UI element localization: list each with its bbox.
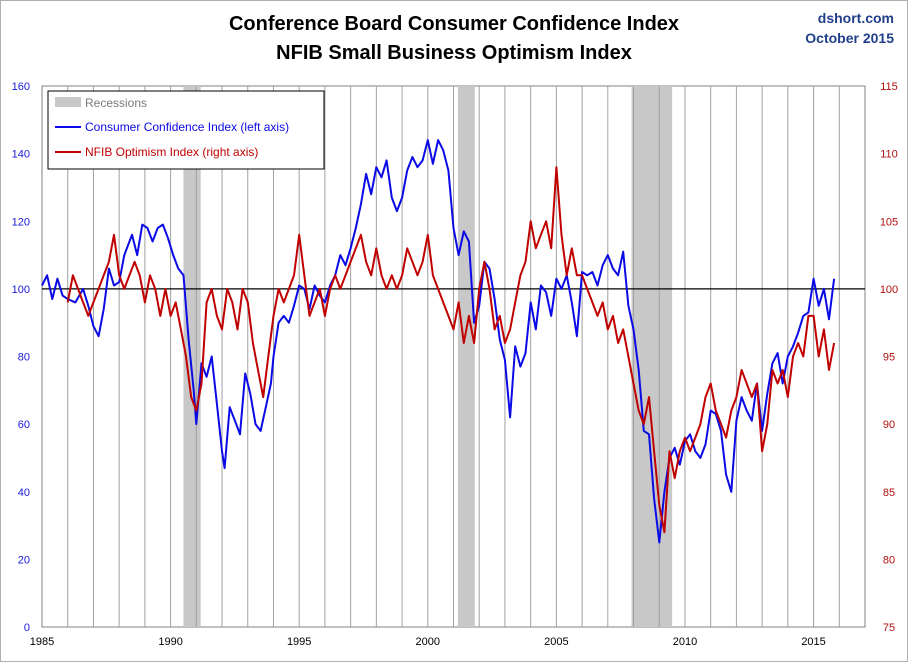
date-credit: October 2015 [805,30,894,46]
left-tick-label: 140 [12,149,30,161]
x-tick-label: 2015 [801,636,825,648]
consumer-confidence-line [41,139,836,544]
chart-title-line-1: Conference Board Consumer Confidence Ind… [228,13,680,35]
right-tick-label: 110 [880,149,898,161]
right-tick-label: 100 [880,284,898,296]
chart-title-line-2: NFIB Small Business Optimism Index [276,42,632,64]
x-tick-label: 2010 [673,636,697,648]
x-axis-ticks: 1985 1990 1995 2000 2005 2010 2015 [30,636,826,648]
legend-box [47,90,325,170]
left-axis-ticks: 0 20 40 60 80 100 120 140 160 [12,81,30,634]
legend: Recessions Consumer Confidence Index (le… [47,90,325,170]
left-tick-label: 20 [18,554,30,566]
x-tick-label: 1995 [287,636,311,648]
right-tick-label: 85 [883,487,895,499]
x-tick-label: 1985 [30,636,54,648]
right-tick-label: 115 [880,81,898,93]
legend-label-recessions: Recessions [85,96,147,110]
left-tick-label: 80 [18,352,30,364]
x-tick-label: 2005 [544,636,568,648]
recession-band-3 [631,86,673,627]
legend-label-consumer-confidence: Consumer Confidence Index (left axis) [85,120,289,134]
vertical-gridlines [67,86,840,627]
right-tick-label: 95 [883,352,895,364]
left-tick-label: 60 [18,419,30,431]
left-tick-label: 0 [24,622,30,634]
x-tick-label: 2000 [416,636,440,648]
right-tick-label: 80 [883,554,895,566]
x-tick-label: 1990 [158,636,182,648]
right-tick-label: 90 [883,419,895,431]
left-tick-label: 120 [12,216,30,228]
left-tick-label: 160 [12,81,30,93]
source-credit: dshort.com [817,10,894,26]
nfib-optimism-line [66,166,836,534]
recession-band-2 [457,86,475,627]
right-axis-ticks: 75 80 85 90 95 100 105 110 115 [880,81,898,634]
right-tick-label: 105 [880,216,898,228]
left-tick-label: 100 [12,284,30,296]
legend-swatch-recessions [55,97,81,107]
right-tick-label: 75 [883,622,895,634]
series-lines [41,139,836,544]
legend-label-nfib: NFIB Optimism Index (right axis) [85,145,258,159]
left-tick-label: 40 [18,487,30,499]
